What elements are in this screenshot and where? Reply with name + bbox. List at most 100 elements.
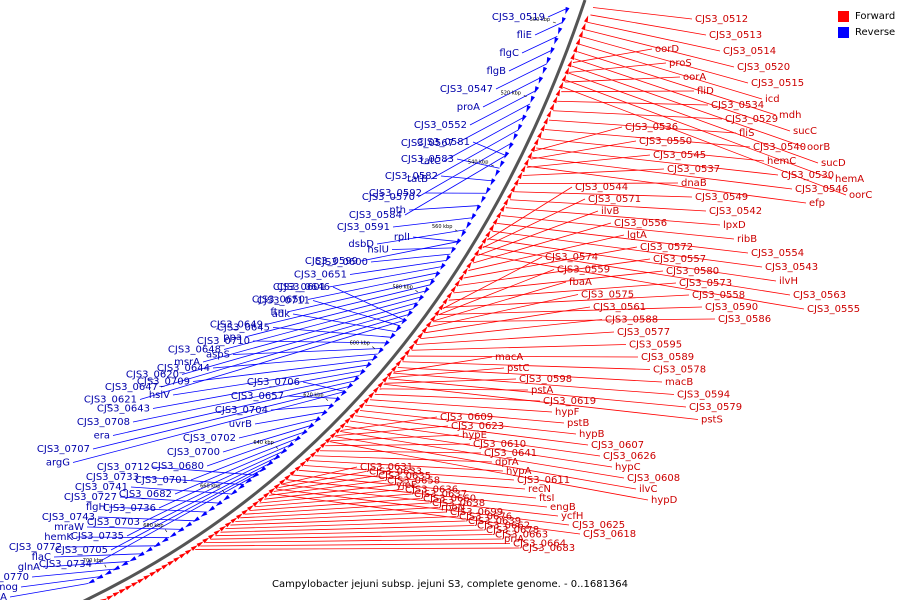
forward-label-line [438, 269, 555, 316]
reverse-label-line [206, 431, 306, 467]
forward-label-line [210, 534, 493, 540]
reverse-gene-label-cjs3-0552: CJS3_0552 [414, 120, 467, 131]
forward-feature-arrow [481, 236, 487, 244]
reverse-feature-arrow [121, 560, 129, 566]
forward-label-line [527, 165, 807, 204]
forward-gene-label-cjs3-0515: CJS3_0515 [751, 78, 804, 89]
forward-gene-label-cjs3-0580: CJS3_0580 [666, 266, 719, 277]
forward-gene-label-cjs3-0638: CJS3_0638 [432, 498, 485, 509]
reverse-gene-label-flac: flaC [32, 552, 51, 563]
kbp-markers: 500 kbp 520 kbp 540 kbp 560 kbp 580 kbp 600 k… [83, 17, 556, 568]
kbp-tick [523, 95, 527, 97]
forward-label-line [534, 126, 623, 152]
reverse-feature-arrow [208, 505, 215, 512]
reverse-feature-arrow [96, 574, 104, 580]
forward-gene-label-cjs3-0609: CJS3_0609 [440, 412, 493, 423]
reverse-label-line [534, 21, 563, 36]
forward-feature-arrow [185, 549, 192, 555]
reverse-label-line [158, 450, 285, 509]
reverse-gene-label-argg: argG [46, 458, 70, 469]
forward-feature-arrow [546, 110, 552, 118]
reverse-feature-arrow [104, 569, 112, 575]
forward-label-line [264, 484, 394, 500]
reverse-label-line [254, 411, 326, 425]
reverse-gene-label-mraw: mraW [54, 522, 84, 533]
reverse-gene-label-cjs3-0567: CJS3_0567 [401, 138, 454, 149]
forward-gene-label-cjs3-0537: CJS3_0537 [667, 164, 720, 175]
reverse-gene-label-cjs3-0644: CJS3_0644 [157, 363, 210, 374]
reverse-feature-arrow [471, 213, 477, 221]
reverse-label-line [392, 217, 473, 228]
reverse-feature-arrow [526, 105, 531, 113]
reverse-label-line [222, 424, 313, 453]
forward-feature-arrow [382, 375, 389, 383]
reverse-gene-label-cjs3-0702: CJS3_0702 [183, 433, 236, 444]
forward-label-line [293, 474, 537, 499]
forward-label-line [235, 511, 448, 522]
reverse-gene-label-cjs3-0647: CJS3_0647 [105, 382, 158, 393]
reverse-gene-label-cjs3-0581: CJS3_0581 [417, 137, 470, 148]
reverse-label-line [244, 290, 427, 338]
reverse-gene-label-flgb: flgB [486, 66, 506, 77]
forward-feature-arrow [230, 517, 238, 524]
kbp-tick [454, 229, 458, 232]
reverse-feature-arrow [485, 187, 491, 195]
legend-reverse: Reverse [838, 24, 895, 40]
reverse-feature-arrow [237, 483, 245, 490]
forward-gene-label-engb: engB [550, 502, 576, 513]
forward-label-line [571, 65, 805, 148]
reverse-label-line [286, 278, 435, 313]
forward-feature-arrow [268, 487, 276, 494]
reverse-feature-arrow [177, 526, 185, 533]
reverse-feature-arrow [423, 286, 430, 294]
forward-gene-label-dnab: dnaB [681, 178, 707, 189]
reverse-feature-arrow [346, 382, 354, 390]
forward-feature-arrow [315, 446, 322, 453]
reverse-gene-label-cjs3-0736: CJS3_0736 [103, 503, 156, 514]
forward-label-line [298, 469, 526, 490]
forward-label-line [200, 543, 511, 547]
reverse-gene-label-msra: msrA [174, 357, 200, 368]
kbp-tick [222, 489, 225, 493]
forward-gene-label-yjee: yjeE [396, 480, 417, 491]
forward-feature-arrow [344, 417, 351, 424]
reverse-feature-arrow [480, 195, 486, 203]
forward-feature-arrow [339, 422, 347, 429]
reverse-gene-label-cjs3-0708: CJS3_0708 [77, 417, 130, 428]
reverse-feature-arrow [200, 511, 208, 517]
forward-gene-label-cjs3-0662: CJS3_0662 [477, 521, 530, 532]
forward-gene-label-cjs3-0555: CJS3_0555 [807, 304, 860, 315]
forward-label-line [374, 393, 541, 402]
forward-gene-label-cjs3-0540: CJS3_0540 [753, 142, 806, 153]
forward-label-line [587, 21, 721, 52]
reverse-feature-arrow [377, 347, 384, 355]
forward-feature-arrow [450, 285, 457, 293]
forward-feature-arrow [578, 30, 583, 38]
reverse-feature-arrow [359, 368, 366, 376]
reverse-label-line [64, 545, 157, 548]
reverse-gene-label-cjs3-0582: CJS3_0582 [385, 171, 438, 182]
forward-label-line [325, 443, 471, 447]
forward-feature-arrow [354, 407, 361, 414]
forward-label-line [425, 306, 591, 334]
forward-feature-arrow [421, 326, 428, 334]
forward-label-line [590, 14, 707, 36]
forward-label-line [397, 367, 663, 383]
reverse-gene-label-cjs3-0599: CJS3_0599 [305, 256, 358, 267]
reverse-feature-arrow [538, 76, 544, 84]
reverse-label-line [272, 327, 392, 338]
reverse-feature-arrow [321, 409, 328, 417]
forward-feature-arrow [517, 171, 523, 179]
reverse-label-line [302, 381, 346, 392]
reverse-gene-label-cjs3-0645: CJS3_0645 [217, 323, 270, 334]
forward-feature-arrow [564, 67, 569, 75]
kbp-label-680-kbp: 680 kbp [143, 523, 163, 529]
kbp-label-600-kbp: 600 kbp [350, 341, 370, 347]
forward-feature-arrow [434, 309, 440, 316]
reverse-feature-arrow [266, 460, 274, 467]
forward-label-line [579, 43, 763, 100]
forward-gene-label-cjs3-0534: CJS3_0534 [711, 100, 764, 111]
kbp-label-560-kbp: 560 kbp [432, 224, 452, 230]
forward-feature-arrow [404, 348, 411, 356]
kbp-label-700-kbp: 700 kbp [83, 558, 103, 564]
